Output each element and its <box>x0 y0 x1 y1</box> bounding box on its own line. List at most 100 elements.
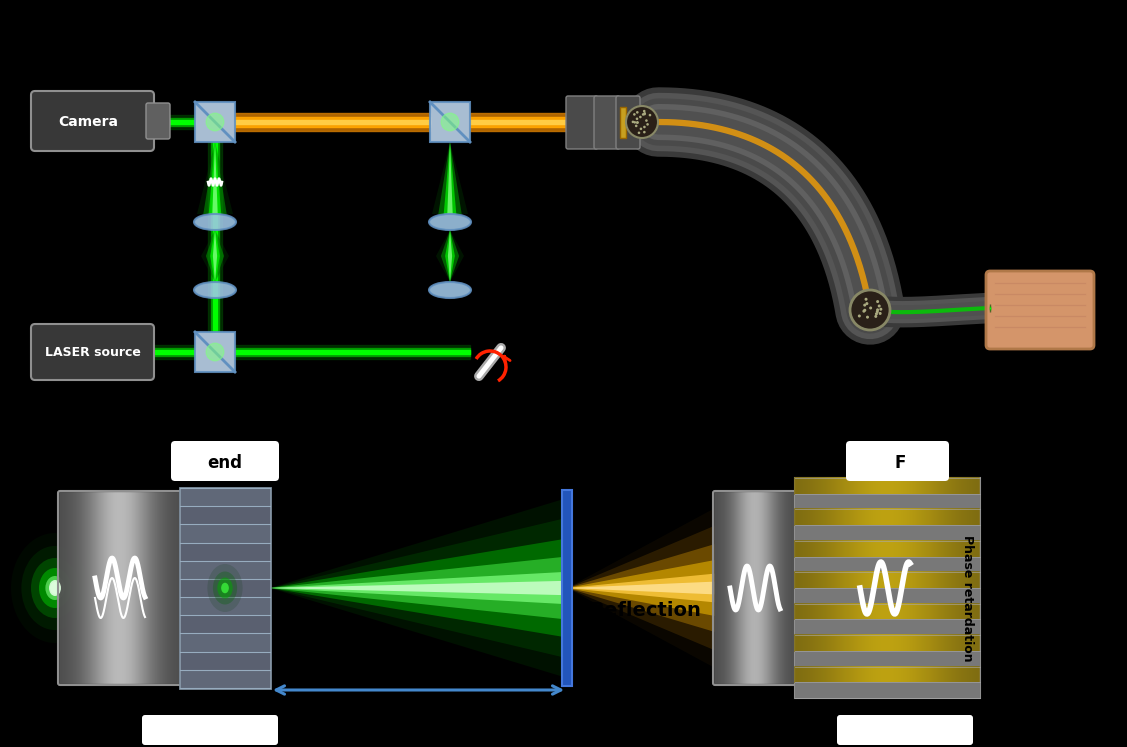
Circle shape <box>863 309 867 311</box>
Polygon shape <box>444 142 456 214</box>
Polygon shape <box>567 526 715 651</box>
Ellipse shape <box>194 214 236 230</box>
Polygon shape <box>567 574 715 602</box>
Ellipse shape <box>194 282 236 298</box>
Text: Camera: Camera <box>59 115 118 129</box>
FancyBboxPatch shape <box>32 91 154 151</box>
Polygon shape <box>445 256 455 282</box>
Circle shape <box>206 114 224 131</box>
Polygon shape <box>567 544 715 632</box>
Polygon shape <box>436 256 464 282</box>
Circle shape <box>858 314 861 317</box>
Polygon shape <box>212 142 218 214</box>
Circle shape <box>863 303 867 306</box>
Polygon shape <box>197 142 233 214</box>
Bar <box>180 488 270 688</box>
Circle shape <box>633 113 636 116</box>
FancyBboxPatch shape <box>594 96 620 149</box>
FancyBboxPatch shape <box>986 271 1094 349</box>
FancyBboxPatch shape <box>837 715 973 745</box>
Text: Illumination: Illumination <box>384 498 516 516</box>
Text: end: end <box>207 454 242 472</box>
Text: Phase retardation: Phase retardation <box>961 535 975 661</box>
Circle shape <box>640 128 642 130</box>
FancyBboxPatch shape <box>616 96 640 149</box>
Text: Reflection: Reflection <box>589 601 701 619</box>
Polygon shape <box>206 230 224 256</box>
Circle shape <box>649 114 651 117</box>
Bar <box>795 588 980 604</box>
Ellipse shape <box>45 576 64 600</box>
Text: LASER source: LASER source <box>45 346 141 359</box>
Bar <box>795 494 980 509</box>
Circle shape <box>644 113 646 115</box>
Circle shape <box>869 306 872 309</box>
Circle shape <box>644 125 646 128</box>
Polygon shape <box>438 142 462 214</box>
Circle shape <box>876 310 879 313</box>
Polygon shape <box>441 230 459 256</box>
Circle shape <box>879 312 881 315</box>
Bar <box>180 561 270 579</box>
Circle shape <box>636 117 638 120</box>
Circle shape <box>876 300 879 303</box>
Circle shape <box>875 315 877 318</box>
Polygon shape <box>441 256 459 282</box>
Circle shape <box>866 316 869 319</box>
Circle shape <box>631 120 635 123</box>
Circle shape <box>876 309 879 311</box>
Polygon shape <box>213 230 218 256</box>
Bar <box>180 542 270 561</box>
Polygon shape <box>210 230 220 256</box>
Ellipse shape <box>32 558 79 618</box>
Circle shape <box>206 343 224 361</box>
Circle shape <box>646 123 649 125</box>
Polygon shape <box>270 539 567 637</box>
FancyBboxPatch shape <box>171 441 279 481</box>
Circle shape <box>644 112 646 114</box>
Bar <box>180 597 270 616</box>
Circle shape <box>638 131 640 134</box>
Polygon shape <box>270 518 567 658</box>
Bar <box>795 478 980 698</box>
Ellipse shape <box>218 577 232 598</box>
Circle shape <box>635 125 638 127</box>
Circle shape <box>441 114 459 131</box>
Bar <box>795 557 980 572</box>
Circle shape <box>625 106 658 138</box>
Bar <box>562 490 573 686</box>
Bar <box>195 332 236 372</box>
Polygon shape <box>567 508 715 668</box>
Bar <box>180 579 270 597</box>
Bar <box>431 102 470 142</box>
FancyBboxPatch shape <box>566 96 598 149</box>
Circle shape <box>878 305 880 308</box>
Text: F: F <box>895 454 906 472</box>
Circle shape <box>642 110 646 112</box>
Ellipse shape <box>51 582 60 594</box>
Bar <box>795 525 980 541</box>
Polygon shape <box>567 582 715 595</box>
Bar <box>795 651 980 666</box>
FancyBboxPatch shape <box>147 103 170 139</box>
Polygon shape <box>206 256 224 282</box>
Bar <box>195 102 236 142</box>
Polygon shape <box>201 256 229 282</box>
Circle shape <box>875 312 878 315</box>
FancyBboxPatch shape <box>142 715 278 745</box>
Polygon shape <box>270 571 567 604</box>
Polygon shape <box>270 557 567 619</box>
Bar <box>795 619 980 635</box>
Ellipse shape <box>21 546 89 630</box>
Bar <box>180 506 270 524</box>
Bar <box>180 670 270 688</box>
Polygon shape <box>436 230 464 256</box>
Circle shape <box>636 121 639 124</box>
Polygon shape <box>447 142 453 214</box>
Ellipse shape <box>221 583 229 593</box>
Circle shape <box>636 121 639 124</box>
Polygon shape <box>201 230 229 256</box>
Polygon shape <box>203 142 227 214</box>
Ellipse shape <box>429 282 471 298</box>
Circle shape <box>645 120 648 122</box>
